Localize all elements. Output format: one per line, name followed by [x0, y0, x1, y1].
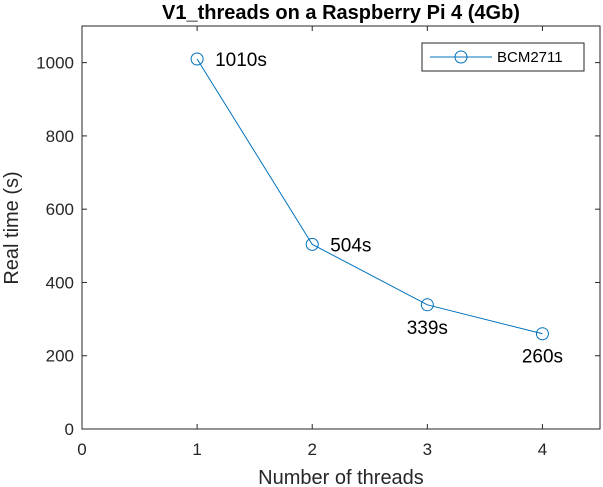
y-tick-label: 600: [46, 200, 74, 219]
x-axis: 0 1 2 3 4: [77, 26, 547, 459]
annotation-layer: 1010s 504s 339s 260s: [215, 50, 563, 368]
y-axis-label: Real time (s): [1, 171, 23, 284]
series-line: [196, 58, 543, 335]
x-tick-label: 2: [307, 440, 316, 459]
data-label: 1010s: [215, 50, 267, 71]
chart-title: V1_threads on a Raspberry Pi 4 (4Gb): [162, 2, 520, 24]
y-tick-label: 800: [46, 127, 74, 146]
plot-area: [81, 25, 601, 430]
data-point-marker: [420, 298, 434, 312]
legend-entry-label: BCM2711: [497, 49, 563, 66]
x-tick-label: 1: [192, 440, 201, 459]
y-tick-label: 400: [46, 273, 74, 292]
y-tick-label: 0: [65, 420, 74, 439]
data-label: 260s: [522, 347, 563, 368]
x-tick-label: 0: [77, 440, 86, 459]
x-tick-label: 3: [423, 440, 432, 459]
series-layer: [190, 52, 549, 341]
data-point-marker: [190, 52, 204, 66]
x-tick-label: 4: [538, 440, 547, 459]
x-axis-label: Number of threads: [258, 467, 424, 487]
data-point-marker: [305, 237, 319, 251]
y-tick-label: 200: [46, 347, 74, 366]
y-tick-label: 1000: [36, 54, 74, 73]
y-axis: 0 200 400 600 800 1000: [36, 54, 600, 439]
data-label: 504s: [330, 235, 371, 256]
data-point-marker: [535, 327, 549, 341]
legend: BCM2711: [421, 42, 585, 72]
legend-marker-icon: [454, 50, 468, 64]
data-label: 339s: [407, 318, 448, 339]
